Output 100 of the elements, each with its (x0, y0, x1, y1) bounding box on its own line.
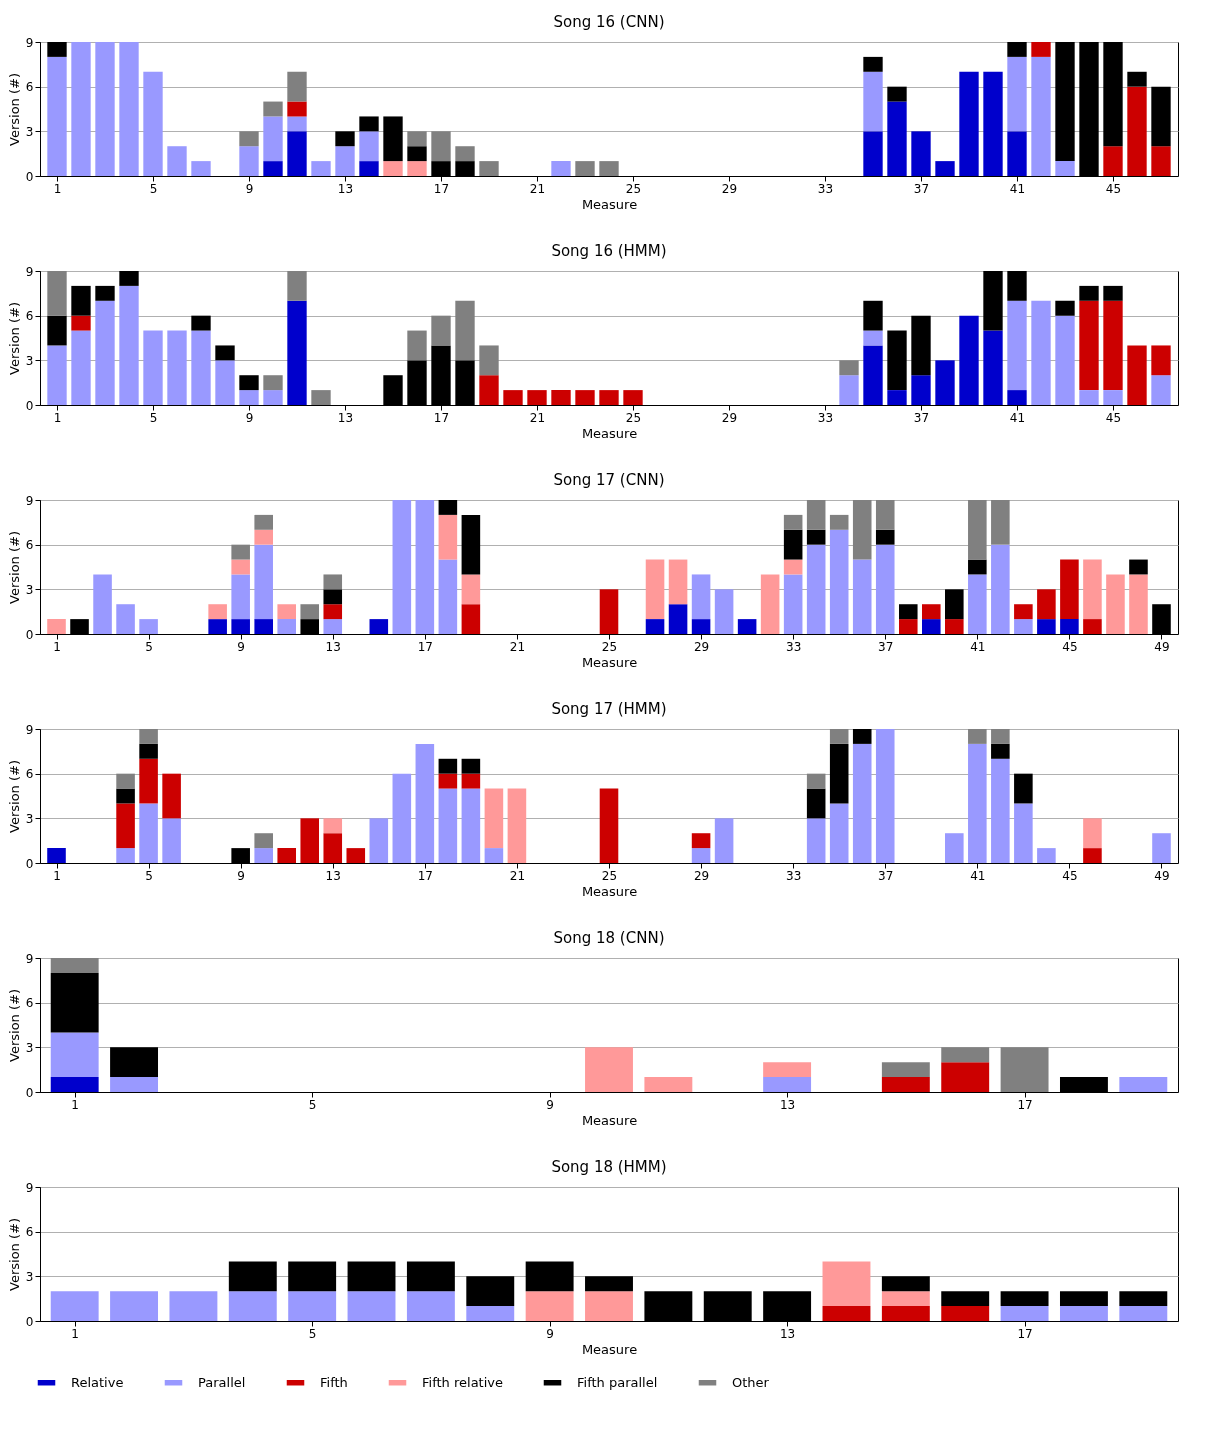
bar (263, 390, 283, 405)
x-tick-label: 13 (325, 639, 341, 654)
bar (1079, 285, 1099, 301)
bar (829, 514, 849, 530)
bar (263, 375, 283, 391)
bar (139, 803, 158, 863)
bar (822, 1306, 871, 1321)
bar (254, 544, 273, 620)
y-tick-label: 3 (25, 353, 34, 368)
bar (383, 116, 403, 162)
x-tick-label: 45 (1105, 410, 1122, 425)
bar (47, 56, 67, 176)
bar (139, 729, 158, 744)
bar (347, 1261, 396, 1292)
y-axis-title: Version (#) (6, 531, 22, 604)
bar (438, 514, 458, 560)
y-tick-label: 0 (25, 1085, 34, 1100)
bar (1103, 390, 1123, 405)
bar (911, 131, 931, 176)
bar (359, 116, 379, 132)
bar (1119, 1306, 1168, 1321)
bar (323, 574, 343, 590)
bar (288, 1261, 337, 1292)
bar (116, 788, 135, 804)
bar (714, 589, 734, 634)
bar (455, 146, 475, 162)
bar (968, 559, 987, 575)
bar (466, 1306, 515, 1321)
bar (438, 758, 458, 774)
bar (455, 300, 475, 361)
bar (1151, 375, 1171, 405)
bar (983, 330, 1003, 405)
x-tick-label: 33 (786, 639, 802, 654)
bar (763, 1062, 812, 1078)
bar (599, 390, 619, 405)
x-tick-label: 9 (546, 1326, 554, 1341)
y-tick-label: 6 (25, 309, 34, 324)
bar (935, 360, 955, 405)
bar (852, 559, 872, 634)
bar (991, 544, 1010, 634)
bar (359, 161, 379, 176)
bar (599, 161, 619, 176)
bar (1106, 574, 1125, 634)
bar (875, 500, 895, 530)
y-tick-label: 0 (25, 1314, 34, 1329)
bar (484, 788, 504, 849)
x-tick-label: 17 (1017, 1326, 1033, 1341)
bar (335, 131, 355, 147)
bar (829, 529, 849, 634)
bar (254, 833, 273, 849)
bar (991, 729, 1010, 744)
bar (1127, 345, 1147, 405)
x-axis-title: Measure (581, 654, 638, 670)
x-tick-label: 45 (1062, 868, 1078, 883)
bar (47, 42, 67, 57)
x-tick-label: 1 (53, 639, 61, 654)
x-tick-label: 5 (308, 1326, 317, 1341)
bar (783, 559, 803, 575)
bar (922, 604, 941, 620)
x-axis-title: Measure (581, 425, 638, 441)
bar (852, 743, 872, 863)
y-tick-label: 6 (25, 80, 34, 95)
x-tick-label: 33 (817, 181, 834, 196)
x-tick-label: 21 (509, 639, 526, 654)
bar (167, 330, 187, 405)
bar (277, 619, 296, 634)
bar (228, 1291, 277, 1321)
bar (875, 529, 895, 545)
x-tick-label: 1 (71, 1326, 79, 1341)
bar (311, 161, 331, 176)
x-tick-label: 25 (601, 868, 618, 883)
x-tick-label: 29 (693, 639, 710, 654)
bar (503, 390, 523, 405)
bar (1151, 86, 1171, 147)
bar (875, 729, 895, 863)
y-tick-label: 9 (25, 1180, 34, 1195)
bar (941, 1047, 990, 1063)
y-axis-title: Version (#) (6, 73, 22, 146)
bar (415, 500, 435, 634)
bar (47, 345, 67, 405)
bar (959, 71, 979, 176)
bar (466, 1276, 515, 1307)
bar (228, 1261, 277, 1292)
bar (1055, 300, 1075, 316)
x-tick-label: 13 (337, 410, 354, 425)
x-tick-label: 49 (1154, 639, 1170, 654)
bar (143, 330, 163, 405)
y-axis-title: Version (#) (6, 989, 22, 1062)
bar (484, 848, 504, 863)
bar (162, 818, 181, 863)
bar (806, 544, 826, 634)
bar (1079, 300, 1099, 391)
bar (431, 131, 451, 162)
bar (231, 574, 250, 620)
bar (1007, 131, 1027, 176)
bar (806, 818, 826, 863)
bar (287, 101, 307, 117)
bar (479, 161, 499, 176)
bar (714, 818, 734, 863)
bar (438, 500, 458, 515)
